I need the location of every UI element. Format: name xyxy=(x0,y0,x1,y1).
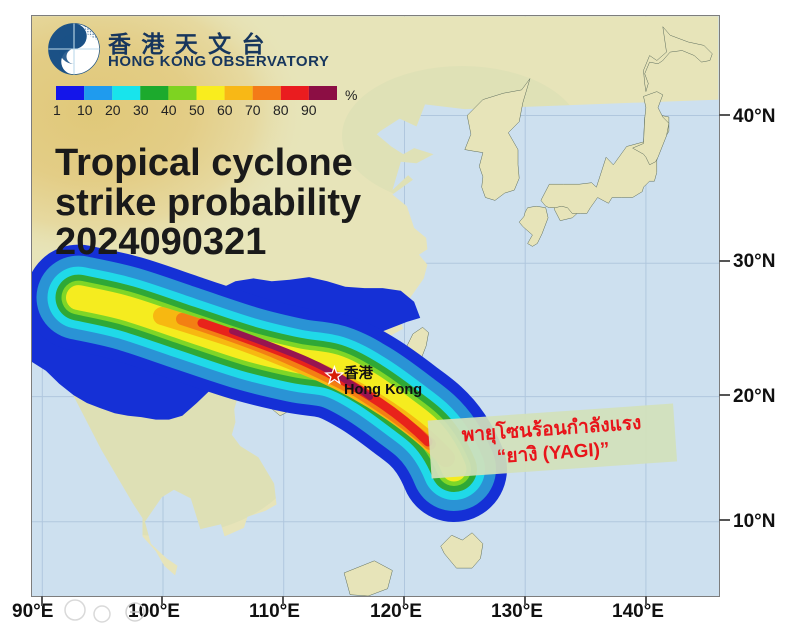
svg-text:Hong Kong: Hong Kong xyxy=(344,382,422,398)
svg-text:香港: 香港 xyxy=(344,364,373,382)
